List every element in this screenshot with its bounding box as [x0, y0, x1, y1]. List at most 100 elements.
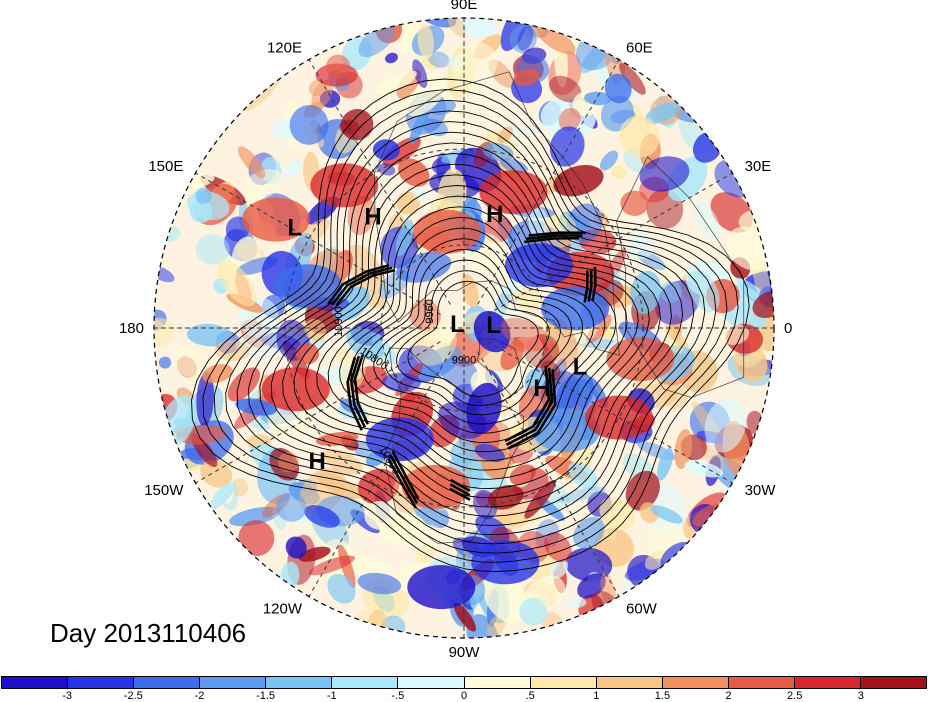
- anomaly-patch: [417, 18, 457, 28]
- jet-contour: [391, 450, 420, 500]
- jet-contours: [327, 231, 597, 509]
- anomaly-patch: [365, 417, 434, 462]
- anomaly-patch: [584, 91, 612, 106]
- height-contour: [361, 238, 584, 434]
- coastlines: [374, 71, 745, 544]
- colorbar-tick-label: 2: [725, 690, 732, 702]
- anomaly-patch: [325, 54, 351, 79]
- height-contour: [259, 142, 684, 517]
- meridian-line: [195, 172, 441, 315]
- low-pressure-marker: L: [573, 354, 588, 381]
- anomaly-field: [154, 18, 774, 638]
- anomaly-patch: [343, 554, 394, 577]
- anomaly-patch: [238, 520, 275, 557]
- high-pressure-marker: H: [486, 201, 503, 228]
- jet-contour: [507, 369, 557, 450]
- height-contour: [248, 131, 695, 526]
- colorbar-segment: [2, 677, 69, 688]
- anomaly-patch: [340, 109, 374, 141]
- height-contour: [202, 89, 739, 563]
- anomaly-patch: [409, 105, 431, 145]
- anomaly-patch: [453, 602, 477, 632]
- jet-contour: [449, 483, 471, 497]
- meridian-line: [308, 351, 451, 597]
- colorbar-segment: [662, 677, 729, 688]
- jet-contour: [504, 365, 551, 443]
- colorbar-tick-label: -1.5: [256, 690, 276, 702]
- anomaly-patch: [195, 187, 212, 204]
- anomaly-patch: [557, 486, 606, 503]
- anomaly-patch: [285, 536, 307, 559]
- anomaly-patch: [519, 597, 548, 626]
- contour-value-label: 9900: [452, 354, 476, 366]
- anomaly-patch: [334, 348, 350, 362]
- anomaly-patch: [510, 512, 541, 525]
- anomaly-patch: [158, 356, 172, 369]
- anomaly-patch: [403, 72, 447, 117]
- longitude-label: 90E: [451, 0, 478, 13]
- anomaly-patch: [428, 51, 450, 68]
- coastline: [476, 338, 524, 397]
- anomaly-patch: [644, 102, 681, 124]
- anomaly-patch: [396, 252, 452, 283]
- anomaly-patch: [195, 234, 230, 265]
- anomaly-patch: [154, 317, 175, 347]
- anomaly-patch: [619, 115, 660, 158]
- longitude-label: 150W: [144, 482, 184, 499]
- anomaly-patch: [544, 532, 572, 563]
- anomaly-patch: [549, 75, 582, 103]
- anomaly-patch: [209, 481, 235, 510]
- anomaly-patch: [274, 264, 343, 309]
- anomaly-patch: [619, 63, 646, 95]
- anomaly-patch: [417, 23, 434, 59]
- height-contour: [316, 195, 628, 471]
- meridian-line: [308, 59, 451, 305]
- anomaly-patch: [430, 324, 456, 344]
- colorbar-segment: [68, 677, 135, 688]
- anomaly-patch: [357, 572, 402, 595]
- anomaly-patch: [620, 190, 649, 217]
- anomaly-patch: [553, 165, 604, 197]
- height-contour: [225, 110, 717, 545]
- anomaly-patch: [752, 290, 774, 319]
- anomaly-patch: [660, 280, 682, 303]
- colorbar-segment: [332, 677, 399, 688]
- colorbar-tick-label: 0: [460, 690, 468, 702]
- anomaly-patch: [625, 470, 660, 511]
- longitude-label: 120W: [263, 601, 303, 618]
- anomaly-patch: [499, 158, 528, 174]
- jet-contour: [349, 355, 366, 428]
- anomaly-patch: [630, 270, 662, 314]
- longitude-label: 90W: [449, 644, 481, 661]
- anomaly-patch: [171, 345, 207, 378]
- anomaly-patch: [407, 565, 476, 610]
- anomaly-patch: [573, 516, 605, 549]
- low-pressure-marker: L: [287, 214, 302, 241]
- anomaly-patch: [358, 24, 395, 58]
- anomaly-patch: [283, 159, 304, 179]
- height-contour: [236, 121, 706, 536]
- meridian-line: [195, 341, 441, 484]
- longitude-label: 60E: [626, 39, 653, 56]
- jet-contour: [583, 270, 589, 303]
- anomaly-patch: [417, 345, 462, 381]
- colorbar-tick-label: -2: [194, 690, 205, 702]
- anomaly-patch: [327, 573, 356, 604]
- anomaly-patch: [509, 24, 537, 54]
- anomaly-patch: [487, 484, 524, 510]
- anomaly-patch: [315, 432, 359, 446]
- anomaly-patch: [289, 105, 329, 145]
- colorbar-segment: [794, 677, 862, 688]
- contour-value-label: 10900: [333, 306, 345, 337]
- jet-contour: [335, 268, 396, 307]
- anomaly-patch: [440, 357, 479, 388]
- anomaly-patch: [684, 460, 724, 478]
- anomaly-patch: [565, 597, 587, 609]
- anomaly-patch: [482, 143, 514, 162]
- anomaly-patch: [385, 52, 398, 64]
- anomaly-patch: [483, 572, 527, 623]
- colorbar-segment: [861, 677, 927, 688]
- anomaly-patch: [413, 209, 481, 254]
- coastline: [616, 156, 745, 398]
